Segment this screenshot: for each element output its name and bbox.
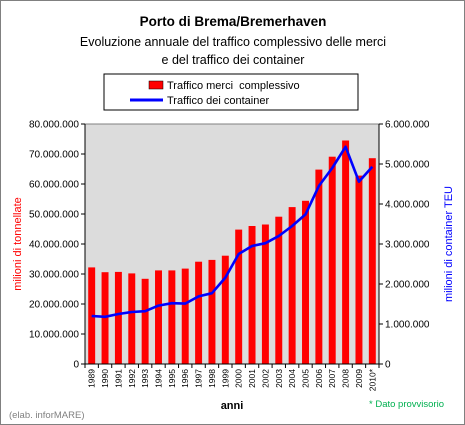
- x-axis-title: anni: [221, 400, 244, 412]
- bar-1990: [101, 272, 109, 364]
- x-axis-tick-label: 1995: [167, 369, 177, 388]
- x-axis-tick-label: 2008: [341, 369, 351, 388]
- left-axis-tick-label: 40.000.000: [29, 240, 79, 251]
- left-axis-tick-label: 0: [73, 360, 79, 371]
- x-axis-tick-label: 1990: [100, 369, 110, 388]
- right-axis-tick-labels: 0 1.000.000 2.000.000 3.000.000 4.000.000 5.0…: [385, 120, 430, 371]
- x-axis-tick-label: 1998: [207, 369, 217, 388]
- axes: [81, 123, 383, 368]
- footnote-text: * Dato provvisorio: [369, 399, 444, 410]
- legend-bar-swatch: [148, 80, 164, 90]
- x-axis-tick-label: 2000: [234, 369, 244, 388]
- container-traffic-line: [91, 145, 374, 319]
- right-axis-tick-label: 2.000.000: [385, 280, 430, 291]
- bar-2003: [275, 216, 283, 364]
- x-axis-tick-label: 2004: [287, 369, 297, 388]
- chart-subtitle-line-1: Evoluzione annuale del traffico compless…: [80, 35, 386, 49]
- left-axis-tick-label: 10.000.000: [29, 330, 79, 341]
- bar-1989: [88, 267, 96, 364]
- bar-1995: [168, 270, 176, 364]
- left-axis-tick-label: 70.000.000: [29, 150, 79, 161]
- x-axis-tick-label: 2003: [274, 369, 284, 388]
- right-axis-tick-label: 4.000.000: [385, 200, 430, 211]
- legend-box: [103, 73, 359, 111]
- bar-1999: [221, 255, 229, 364]
- x-axis-tick-label: 2001: [247, 369, 257, 388]
- x-axis-tick-label: 2010*: [367, 368, 377, 391]
- x-axis-tick-label: 2006: [314, 369, 324, 388]
- bar-2006: [315, 169, 323, 364]
- legend-line-label: Traffico dei container: [167, 95, 269, 107]
- left-axis-tick-labels: 0 10.000.000 20.000.000 30.000.000 40.000.00…: [29, 120, 80, 371]
- chart-title: Porto di Brema/Bremerhaven: [140, 14, 327, 29]
- right-axis-tick-label: 5.000.000: [385, 160, 430, 171]
- left-axis-tick-label: 30.000.000: [29, 270, 79, 281]
- bar-2000: [235, 229, 243, 364]
- chart-subtitle-line-2: e del traffico dei container: [162, 53, 305, 67]
- bar-1991: [114, 271, 122, 364]
- bar-1996: [181, 268, 189, 364]
- bar-2007: [328, 156, 336, 364]
- x-axis-tick-label: 1999: [220, 369, 230, 388]
- legend: Traffico merci complessivo Traffico dei …: [103, 73, 359, 111]
- bar-2002: [261, 224, 269, 364]
- left-axis-tick-label: 20.000.000: [29, 300, 79, 311]
- bar-1998: [208, 259, 216, 364]
- bar-2008: [342, 140, 350, 364]
- left-axis-tick-label: 80.000.000: [29, 120, 79, 131]
- bar-2009: [355, 175, 363, 364]
- right-axis-tick-label: 3.000.000: [385, 240, 430, 251]
- x-axis-tick-label: 2009: [354, 369, 364, 388]
- bar-series: [88, 140, 376, 364]
- x-axis-tick-label: 1997: [194, 369, 204, 388]
- x-axis-tick-label: 1994: [154, 369, 164, 388]
- right-axis-title: milioni di container TEU: [443, 186, 455, 302]
- bar-2001: [248, 226, 256, 364]
- bar-1992: [128, 273, 136, 364]
- left-axis-tick-label: 60.000.000: [29, 180, 79, 191]
- legend-bar-label: Traffico merci complessivo: [167, 80, 300, 92]
- right-axis-tick-label: 1.000.000: [385, 320, 430, 331]
- x-axis-tick-label: 2005: [301, 369, 311, 388]
- x-axis-tick-labels: 1989 1990 1991 1992 1993 1994 1995 1996 1997 1998…: [87, 368, 378, 391]
- bar-2005: [302, 200, 309, 364]
- x-axis-tick-label: 1993: [140, 369, 150, 388]
- bar-1994: [155, 270, 162, 364]
- bar-1997: [195, 261, 203, 364]
- right-axis-tick-label: 6.000.000: [385, 120, 430, 131]
- x-axis-tick-label: 1996: [180, 369, 190, 388]
- bar-2004: [288, 207, 296, 364]
- left-axis-tick-label: 50.000.000: [29, 210, 79, 221]
- x-axis-tick-label: 1992: [127, 369, 137, 388]
- left-axis-title: milioni di tonnellate: [12, 197, 24, 291]
- bar-1993: [141, 278, 149, 364]
- x-axis-tick-label: 1989: [87, 369, 97, 388]
- line-series: [91, 145, 374, 319]
- x-axis-tick-label: 2007: [327, 369, 337, 388]
- right-axis-tick-label: 0: [385, 360, 391, 371]
- bar-2010: [368, 158, 376, 364]
- x-axis-tick-label: 1991: [113, 369, 123, 388]
- x-axis-tick-label: 2002: [260, 369, 270, 388]
- credit-text: (elab. inforMARE): [9, 410, 85, 421]
